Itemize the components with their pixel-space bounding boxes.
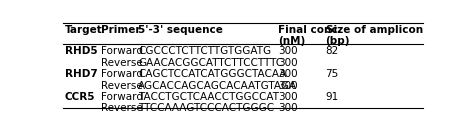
Text: TTCCAAAGTCCCACTGGGC: TTCCAAAGTCCCACTGGGC xyxy=(138,103,274,113)
Text: 5'-3' sequence: 5'-3' sequence xyxy=(138,25,223,35)
Text: TACCTGCTCAACCTGGCCAT: TACCTGCTCAACCTGGCCAT xyxy=(138,92,279,102)
Text: 91: 91 xyxy=(326,92,339,102)
Text: 300: 300 xyxy=(278,103,298,113)
Text: 300: 300 xyxy=(278,46,298,56)
Text: Reverse: Reverse xyxy=(101,58,143,68)
Text: CGCCCTCTTCTTGTGGATG: CGCCCTCTTCTTGTGGATG xyxy=(138,46,271,56)
Text: 82: 82 xyxy=(326,46,339,56)
Text: Forward: Forward xyxy=(101,46,144,56)
Text: AGCACCAGCAGCACAATGTAGA: AGCACCAGCAGCACAATGTAGA xyxy=(138,81,297,90)
Text: Primer: Primer xyxy=(101,25,141,35)
Text: 300: 300 xyxy=(278,92,298,102)
Text: 75: 75 xyxy=(326,69,339,79)
Text: Size of amplicon
(bp): Size of amplicon (bp) xyxy=(326,25,423,46)
Text: Forward: Forward xyxy=(101,69,144,79)
Text: RHD5: RHD5 xyxy=(65,46,97,56)
Text: Target: Target xyxy=(65,25,102,35)
Text: Reverse: Reverse xyxy=(101,81,143,90)
Text: 300: 300 xyxy=(278,81,298,90)
Text: CAGCTCCATCATGGGCTACAA: CAGCTCCATCATGGGCTACAA xyxy=(138,69,287,79)
Text: Final conc.
(nM): Final conc. (nM) xyxy=(278,25,341,46)
Text: 300: 300 xyxy=(278,58,298,68)
Text: GAACACGGCATTCTTCCTTTC: GAACACGGCATTCTTCCTTTC xyxy=(138,58,283,68)
Text: CCR5: CCR5 xyxy=(65,92,95,102)
Text: Forward: Forward xyxy=(101,92,144,102)
Text: 300: 300 xyxy=(278,69,298,79)
Text: Reverse: Reverse xyxy=(101,103,143,113)
Text: RHD7: RHD7 xyxy=(65,69,98,79)
